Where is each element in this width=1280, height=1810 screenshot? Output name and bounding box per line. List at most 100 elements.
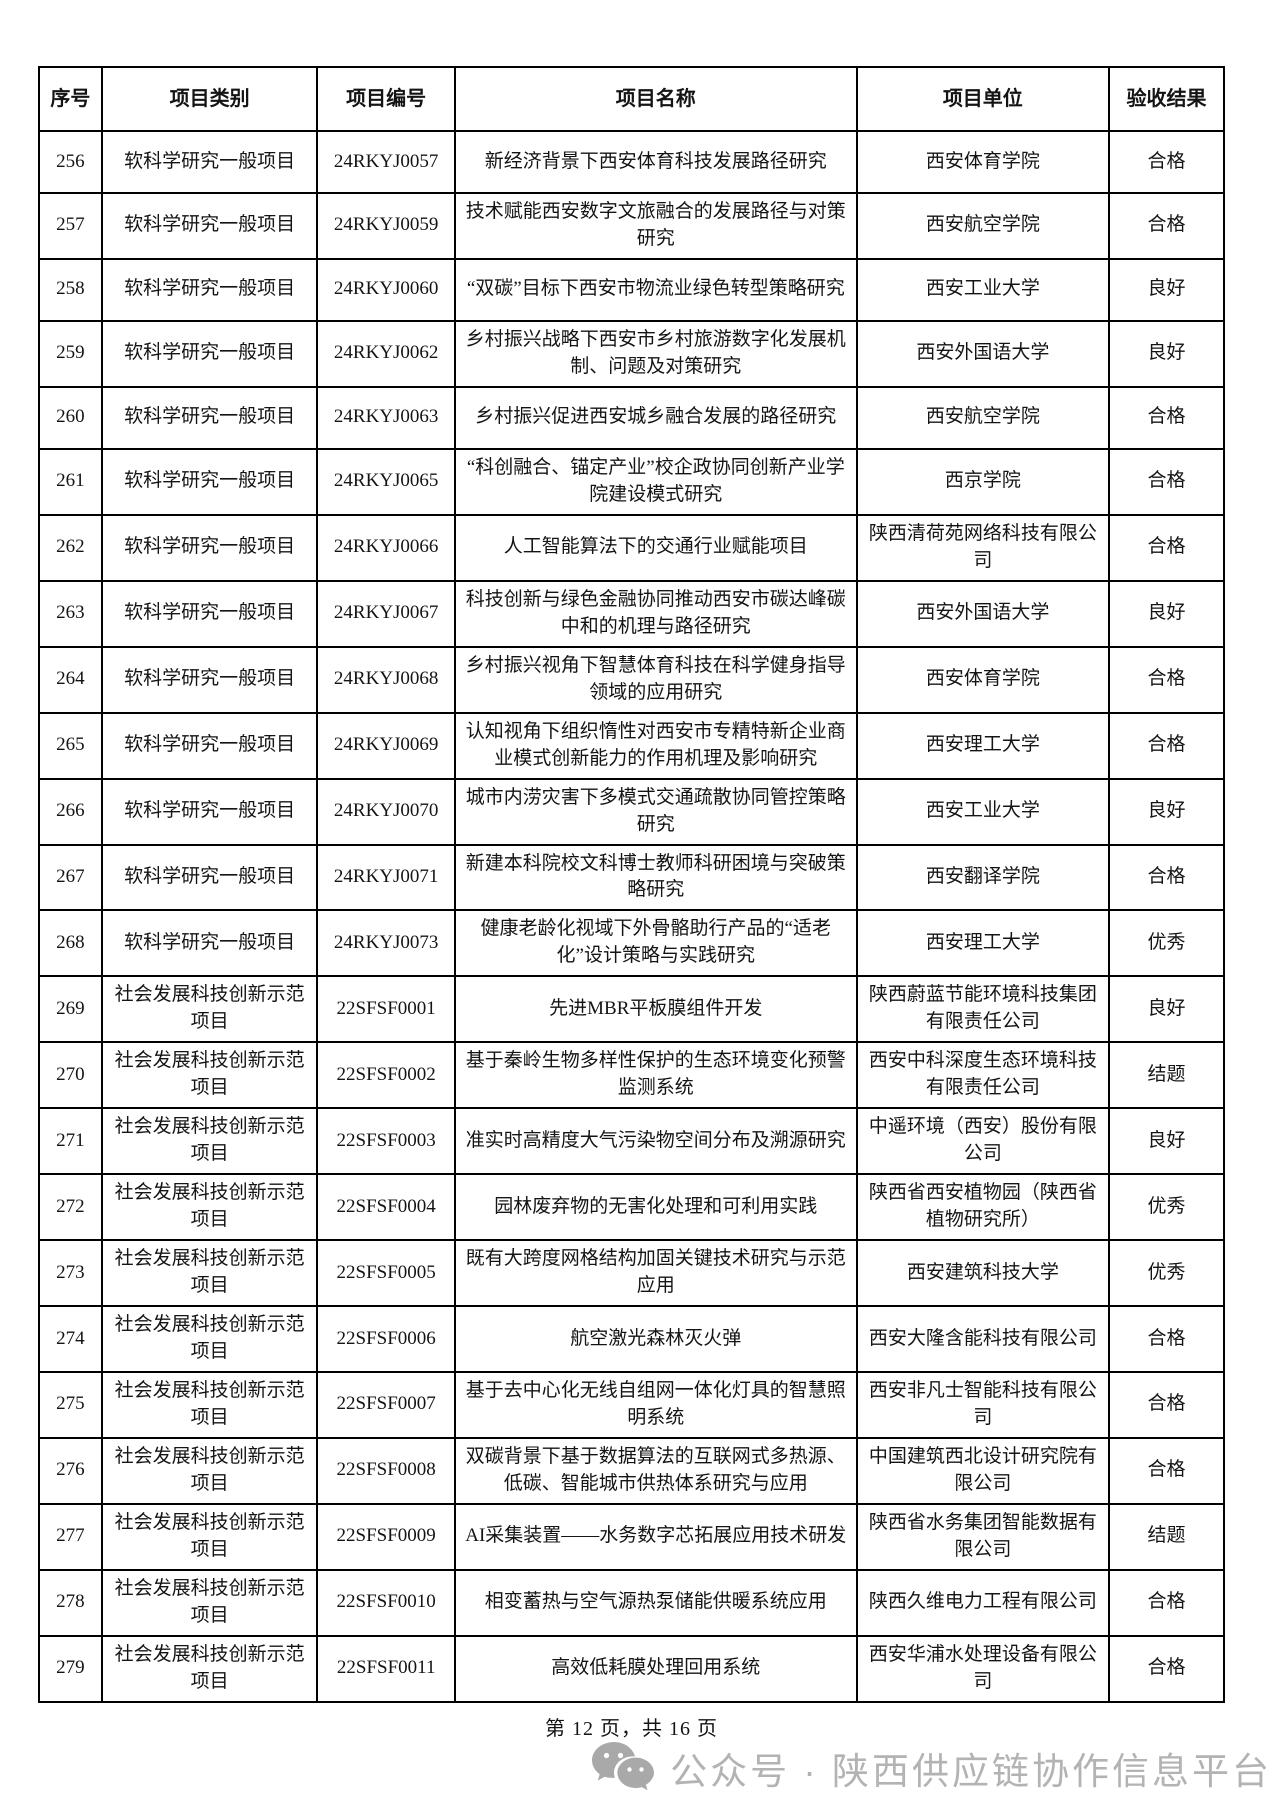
- cell-result: 合格: [1108, 447, 1225, 516]
- cell-unit: 西安外国语大学: [855, 579, 1111, 648]
- table-row: 262 软科学研究一般项目 24RKYJ0066 人工智能算法下的交通行业赋能项目 陕西…: [38, 513, 1225, 582]
- table-row: 279 社会发展科技创新示范项目 22SFSF0011 高效低耗膜处理回用系统 西安华浦…: [38, 1634, 1225, 1703]
- cell-code: 24RKYJ0062: [316, 319, 456, 388]
- cell-code: 24RKYJ0066: [316, 513, 456, 582]
- cell-name: 先进MBR平板膜组件开发: [453, 975, 858, 1044]
- cell-no: 261: [38, 447, 103, 516]
- cell-no: 256: [38, 130, 103, 194]
- table-row: 260 软科学研究一般项目 24RKYJ0063 乡村振兴促进西安城乡融合发展的路径研…: [38, 385, 1225, 450]
- cell-result: 良好: [1108, 777, 1225, 846]
- cell-name: 乡村振兴战略下西安市乡村旅游数字化发展机制、问题及对策研究: [453, 319, 858, 388]
- cell-code: 24RKYJ0059: [316, 192, 456, 260]
- cell-result: 合格: [1108, 645, 1225, 714]
- cell-category: 软科学研究一般项目: [100, 319, 319, 388]
- cell-code: 22SFSF0006: [316, 1305, 456, 1373]
- cell-category: 社会发展科技创新示范项目: [100, 1305, 319, 1373]
- cell-result: 合格: [1108, 385, 1225, 450]
- cell-category: 软科学研究一般项目: [100, 513, 319, 582]
- cell-name: 新经济背景下西安体育科技发展路径研究: [453, 130, 858, 194]
- cell-unit: 西安大隆含能科技有限公司: [855, 1305, 1111, 1373]
- cell-name: 园林废弃物的无害化处理和可利用实践: [453, 1173, 858, 1242]
- cell-category: 软科学研究一般项目: [100, 579, 319, 648]
- watermark-text: 公众号 · 陕西供应链协作信息平台: [670, 1751, 1272, 1792]
- cell-name: 乡村振兴促进西安城乡融合发展的路径研究: [453, 385, 858, 450]
- cell-code: 24RKYJ0067: [316, 579, 456, 648]
- cell-code: 24RKYJ0063: [316, 385, 456, 450]
- cell-result: 合格: [1108, 843, 1225, 912]
- wechat-icon: [592, 1742, 655, 1791]
- cell-no: 272: [38, 1173, 103, 1242]
- projects-acceptance-table: 序号 项目类别 项目编号 项目名称 项目单位 验收结果 256 软科学研究一般项目 24RKY…: [38, 66, 1225, 1703]
- cell-code: 24RKYJ0065: [316, 447, 456, 516]
- table-row: 269 社会发展科技创新示范项目 22SFSF0001 先进MBR平板膜组件开发 陕西蔚…: [38, 975, 1225, 1044]
- cell-code: 22SFSF0003: [316, 1107, 456, 1176]
- cell-no: 279: [38, 1634, 103, 1703]
- cell-name: 既有大跨度网格结构加固关键技术研究与示范应用: [453, 1239, 858, 1308]
- cell-unit: 西安非凡士智能科技有限公司: [855, 1371, 1111, 1439]
- cell-unit: 陕西省西安植物园（陕西省植物研究所）: [855, 1173, 1111, 1242]
- table-header-row: 序号 项目类别 项目编号 项目名称 项目单位 验收结果: [38, 66, 1225, 132]
- cell-unit: 西安翻译学院: [855, 843, 1111, 912]
- cell-no: 270: [38, 1041, 103, 1110]
- cell-result: 优秀: [1108, 1173, 1225, 1242]
- table-row: 277 社会发展科技创新示范项目 22SFSF0009 AI采集装置——水务数字芯拓展…: [38, 1502, 1225, 1571]
- cell-category: 社会发展科技创新示范项目: [100, 1634, 319, 1703]
- table-row: 266 软科学研究一般项目 24RKYJ0070 城市内涝灾害下多模式交通疏散协同管控…: [38, 777, 1225, 846]
- cell-unit: 西京学院: [855, 447, 1111, 516]
- cell-unit: 西安航空学院: [855, 385, 1111, 450]
- cell-code: 22SFSF0007: [316, 1371, 456, 1439]
- cell-code: 22SFSF0005: [316, 1239, 456, 1308]
- cell-no: 259: [38, 319, 103, 388]
- cell-unit: 西安理工大学: [855, 909, 1111, 978]
- column-header-result: 验收结果: [1108, 66, 1225, 132]
- cell-name: 相变蓄热与空气源热泵储能供暖系统应用: [453, 1568, 858, 1637]
- table-row: 257 软科学研究一般项目 24RKYJ0059 技术赋能西安数字文旅融合的发展路径与…: [38, 192, 1225, 260]
- cell-name: 认知视角下组织惰性对西安市专精特新企业商业模式创新能力的作用机理及影响研究: [453, 711, 858, 780]
- cell-result: 结题: [1108, 1502, 1225, 1571]
- cell-unit: 陕西省水务集团智能数据有限公司: [855, 1502, 1111, 1571]
- cell-name: 科技创新与绿色金融协同推动西安市碳达峰碳中和的机理与路径研究: [453, 579, 858, 648]
- cell-category: 软科学研究一般项目: [100, 257, 319, 322]
- cell-code: 22SFSF0002: [316, 1041, 456, 1110]
- cell-no: 263: [38, 579, 103, 648]
- cell-code: 24RKYJ0068: [316, 645, 456, 714]
- cell-name: 准实时高精度大气污染物空间分布及溯源研究: [453, 1107, 858, 1176]
- cell-name: 基于秦岭生物多样性保护的生态环境变化预警监测系统: [453, 1041, 858, 1110]
- cell-unit: 西安航空学院: [855, 192, 1111, 260]
- cell-unit: 陕西清荷苑网络科技有限公司: [855, 513, 1111, 582]
- cell-category: 社会发展科技创新示范项目: [100, 975, 319, 1044]
- cell-name: “双碳”目标下西安市物流业绿色转型策略研究: [453, 257, 858, 322]
- cell-no: 267: [38, 843, 103, 912]
- table-row: 264 软科学研究一般项目 24RKYJ0068 乡村振兴视角下智慧体育科技在科学健身…: [38, 645, 1225, 714]
- cell-unit: 西安工业大学: [855, 777, 1111, 846]
- cell-category: 软科学研究一般项目: [100, 385, 319, 450]
- cell-result: 合格: [1108, 711, 1225, 780]
- cell-code: 24RKYJ0071: [316, 843, 456, 912]
- cell-name: 乡村振兴视角下智慧体育科技在科学健身指导领域的应用研究: [453, 645, 858, 714]
- cell-name: 城市内涝灾害下多模式交通疏散协同管控策略研究: [453, 777, 858, 846]
- cell-category: 社会发展科技创新示范项目: [100, 1568, 319, 1637]
- cell-category: 软科学研究一般项目: [100, 909, 319, 978]
- cell-code: 22SFSF0004: [316, 1173, 456, 1242]
- table-row: 261 软科学研究一般项目 24RKYJ0065 “科创融合、锚定产业”校企政协同创新…: [38, 447, 1225, 516]
- cell-no: 262: [38, 513, 103, 582]
- table-row: 278 社会发展科技创新示范项目 22SFSF0010 相变蓄热与空气源热泵储能供暖系…: [38, 1568, 1225, 1637]
- cell-category: 软科学研究一般项目: [100, 645, 319, 714]
- cell-unit: 西安体育学院: [855, 645, 1111, 714]
- cell-category: 社会发展科技创新示范项目: [100, 1041, 319, 1110]
- column-header-name: 项目名称: [453, 66, 858, 132]
- column-header-no: 序号: [38, 66, 103, 132]
- cell-result: 结题: [1108, 1041, 1225, 1110]
- cell-no: 276: [38, 1436, 103, 1505]
- cell-code: 24RKYJ0073: [316, 909, 456, 978]
- cell-code: 24RKYJ0070: [316, 777, 456, 846]
- column-header-category: 项目类别: [100, 66, 319, 132]
- cell-category: 社会发展科技创新示范项目: [100, 1107, 319, 1176]
- cell-no: 273: [38, 1239, 103, 1308]
- cell-result: 合格: [1108, 1305, 1225, 1373]
- cell-no: 274: [38, 1305, 103, 1373]
- cell-unit: 西安华浦水处理设备有限公司: [855, 1634, 1111, 1703]
- table-row: 259 软科学研究一般项目 24RKYJ0062 乡村振兴战略下西安市乡村旅游数字化发…: [38, 319, 1225, 388]
- table-row: 273 社会发展科技创新示范项目 22SFSF0005 既有大跨度网格结构加固关键技术…: [38, 1239, 1225, 1308]
